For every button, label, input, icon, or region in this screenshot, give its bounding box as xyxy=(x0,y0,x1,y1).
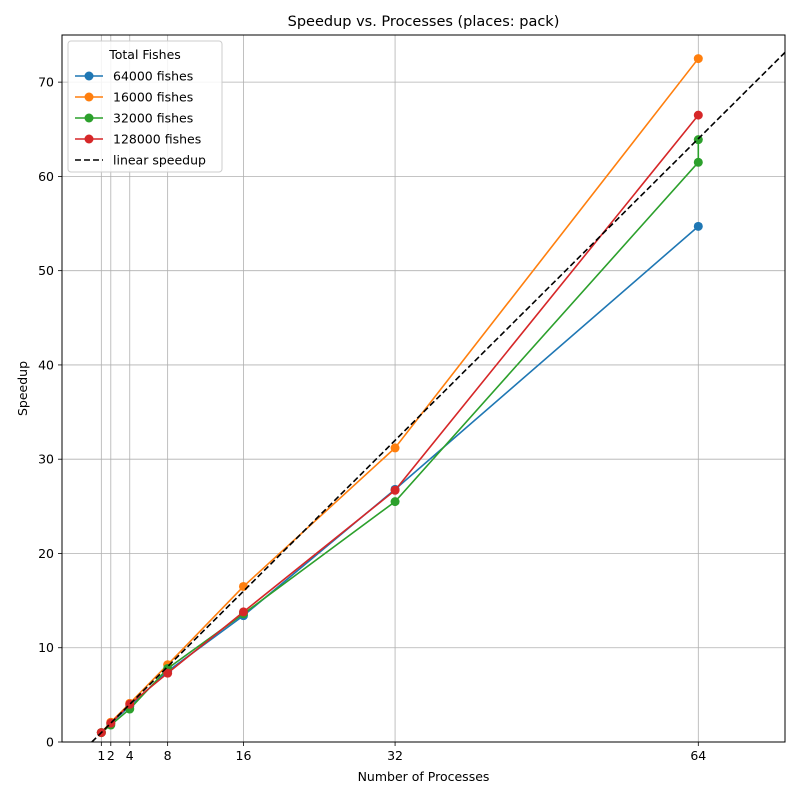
legend-label: 64000 fishes xyxy=(113,69,193,84)
legend-frame xyxy=(67,40,223,173)
data-point-32000-fishes xyxy=(693,157,703,167)
x-tick-label: 4 xyxy=(126,748,134,763)
x-axis-label: Number of Processes xyxy=(358,769,490,784)
y-tick-label: 0 xyxy=(46,735,54,750)
chart-title: Speedup vs. Processes (places: pack) xyxy=(288,14,560,30)
legend-marker xyxy=(84,71,94,81)
legend-marker xyxy=(84,134,94,144)
legend-entries: 64000 fishes 16000 fishes 32000 fishes 1280… xyxy=(75,69,206,168)
y-tick-label: 20 xyxy=(38,546,54,561)
y-tick-label: 10 xyxy=(38,640,54,655)
data-point-128000-fishes xyxy=(693,110,703,120)
x-tick-label: 16 xyxy=(236,748,252,763)
x-tick-label: 8 xyxy=(164,748,172,763)
x-tick-label: 32 xyxy=(387,748,403,763)
legend-label: 128000 fishes xyxy=(113,132,201,147)
data-point-16000-fishes xyxy=(390,443,400,453)
legend: Total Fishes 64000 fishes 16000 fishes 320… xyxy=(67,40,223,173)
y-tick-label: 30 xyxy=(38,452,54,467)
legend-label: 16000 fishes xyxy=(113,90,193,105)
data-point-128000-fishes xyxy=(163,668,173,678)
legend-marker xyxy=(84,113,94,123)
legend-entry-64000-fishes: 64000 fishes xyxy=(75,69,193,84)
y-tick-label: 50 xyxy=(38,263,54,278)
legend-label: linear speedup xyxy=(113,153,206,168)
y-axis-ticks: 0 10 20 30 40 50 60 70 xyxy=(38,75,62,750)
series-line-linear-speedup xyxy=(91,51,785,742)
y-tick-label: 70 xyxy=(38,75,54,90)
data-point-128000-fishes xyxy=(238,607,248,617)
series-linear-speedup xyxy=(91,51,785,742)
legend-label: 32000 fishes xyxy=(113,111,193,126)
data-point-16000-fishes xyxy=(238,581,248,591)
legend-entry-linear-speedup: linear speedup xyxy=(75,153,206,168)
legend-title: Total Fishes xyxy=(108,47,181,62)
x-tick-label: 1 xyxy=(97,748,105,763)
x-tick-label: 2 xyxy=(107,748,115,763)
y-tick-label: 40 xyxy=(38,357,54,372)
data-point-16000-fishes xyxy=(693,54,703,64)
x-axis-ticks: 1 2 4 8 16 32 64 xyxy=(97,742,706,763)
y-axis-label: Speedup xyxy=(15,361,30,416)
y-tick-label: 60 xyxy=(38,169,54,184)
series-layer xyxy=(91,51,785,742)
plot-frame xyxy=(61,34,786,743)
data-point-128000-fishes xyxy=(390,485,400,495)
data-point-64000-fishes xyxy=(693,221,703,231)
legend-marker xyxy=(84,92,94,102)
legend-entry-32000-fishes: 32000 fishes xyxy=(75,111,193,126)
legend-entry-16000-fishes: 16000 fishes xyxy=(75,90,193,105)
data-point-32000-fishes xyxy=(390,497,400,507)
legend-entry-128000-fishes: 128000 fishes xyxy=(75,132,201,147)
x-tick-label: 64 xyxy=(690,748,706,763)
